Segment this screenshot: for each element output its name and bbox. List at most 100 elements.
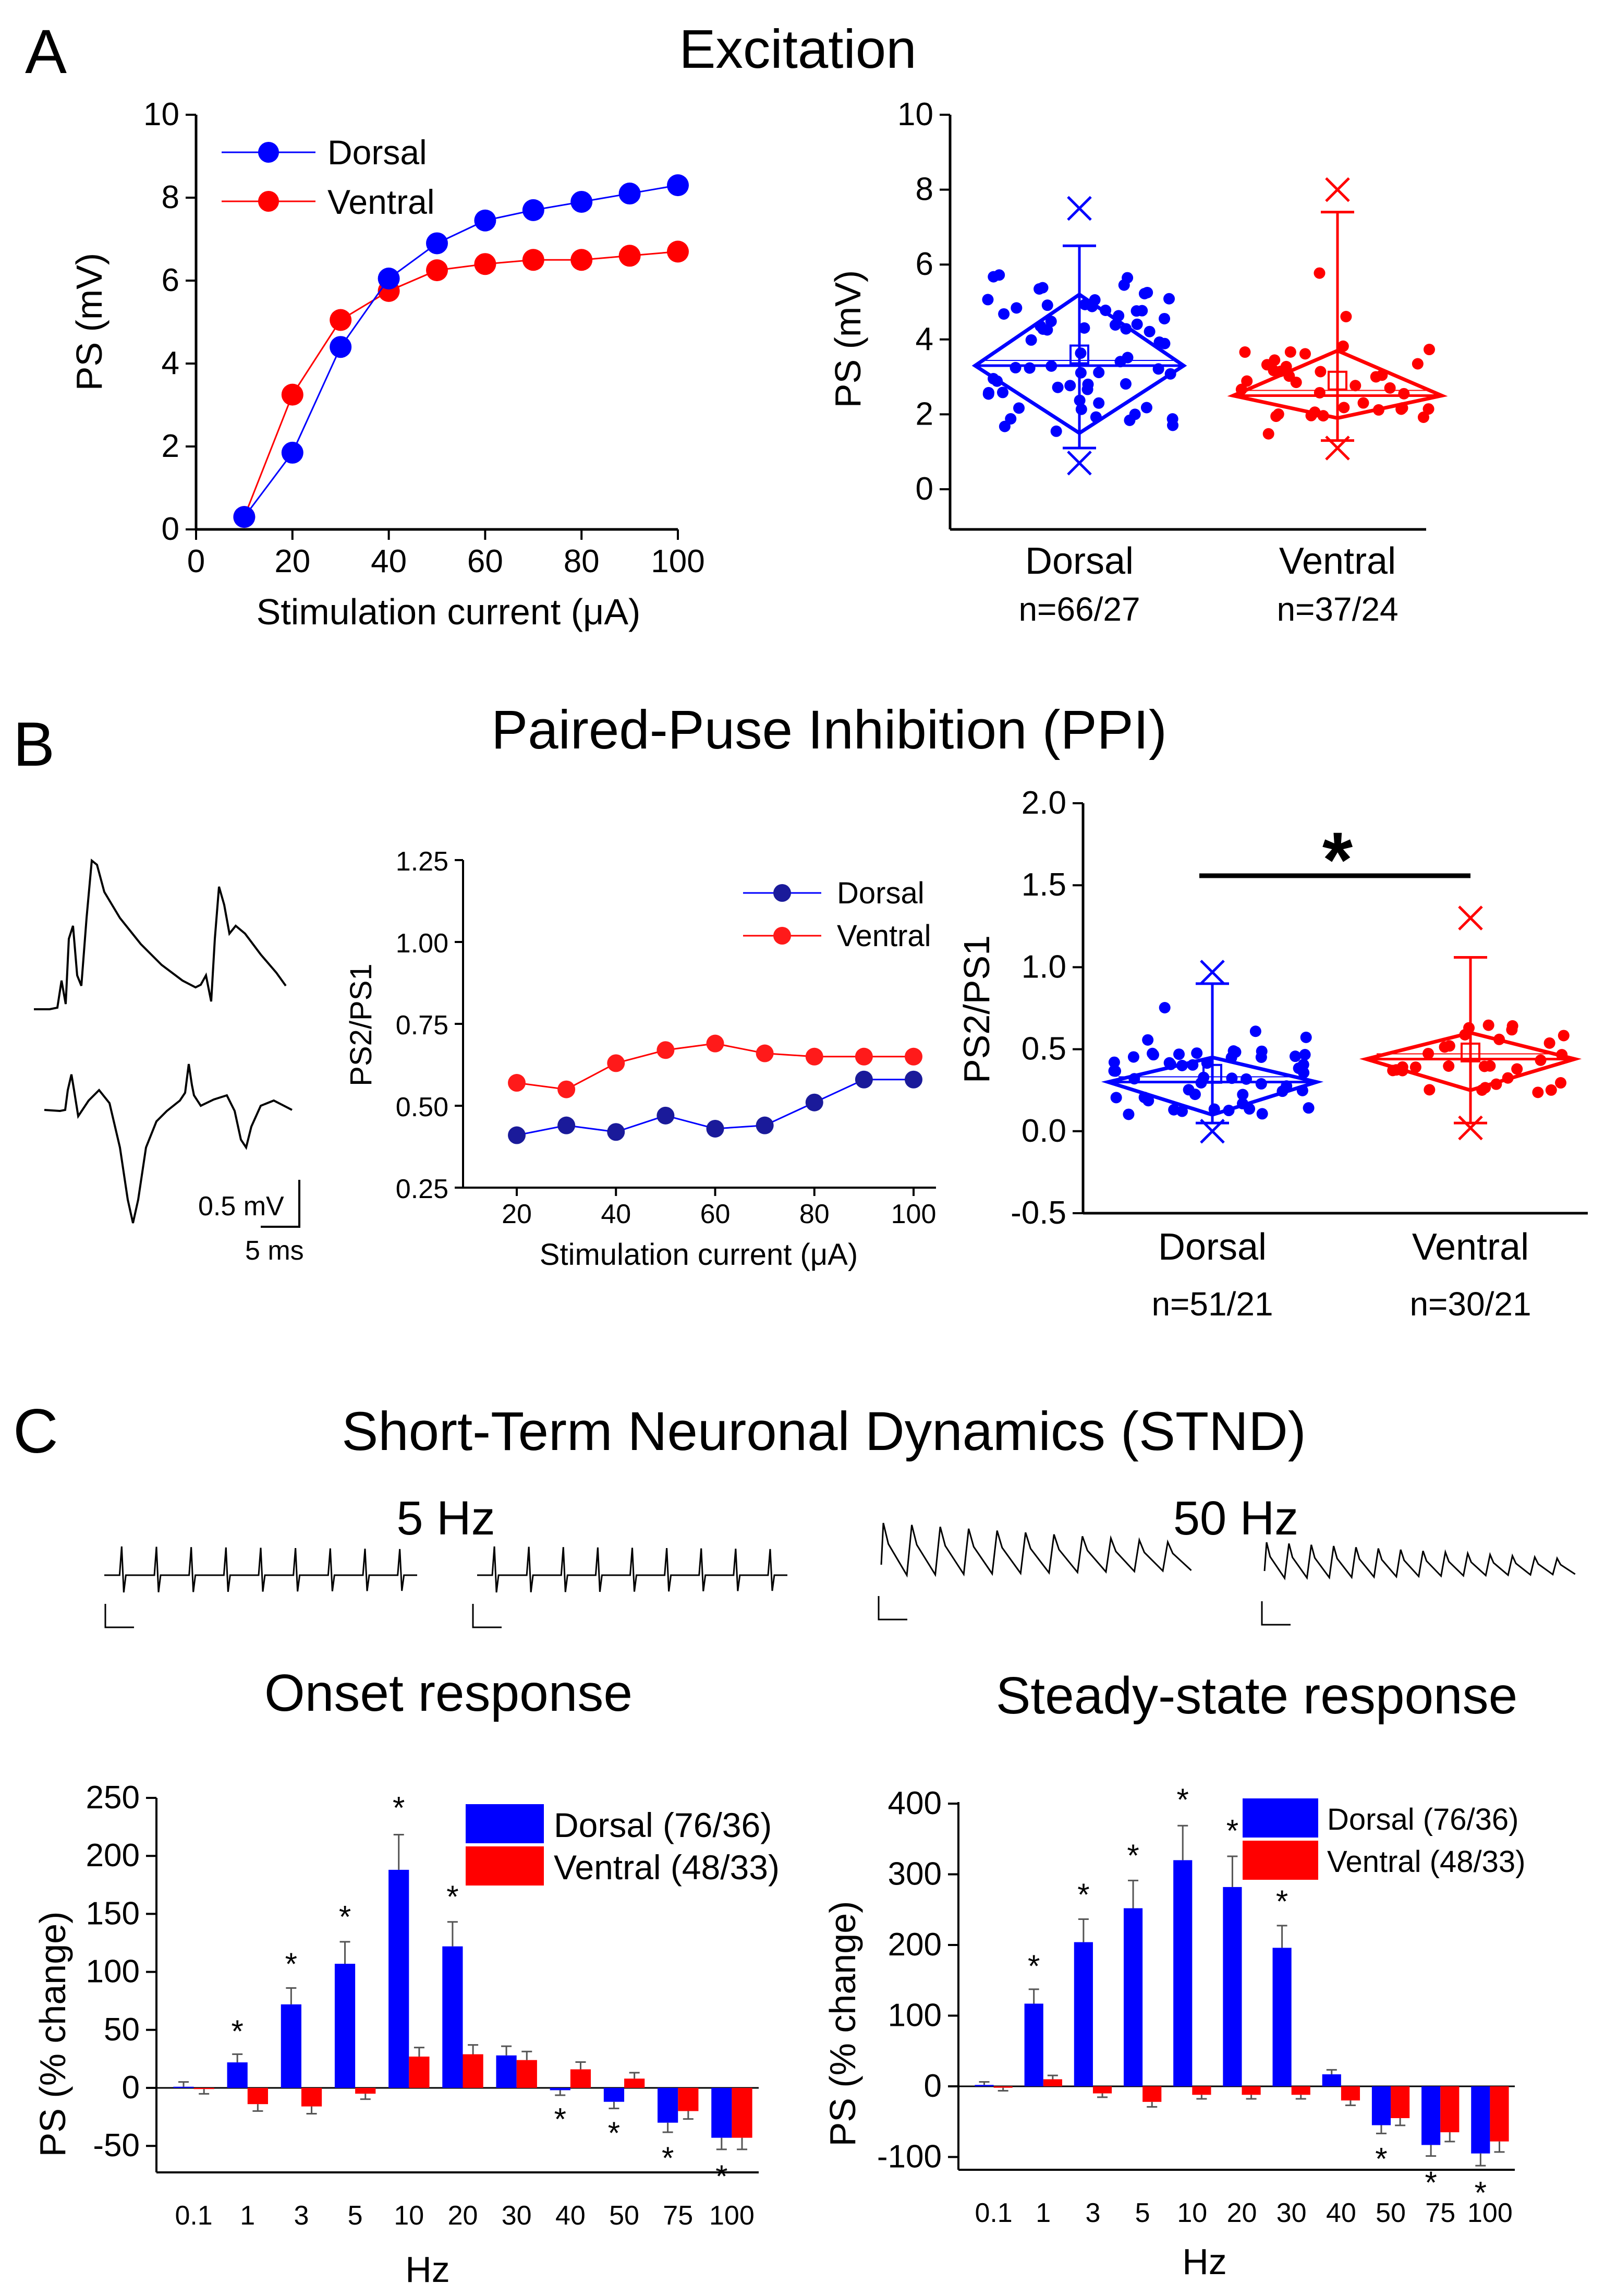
trace-ventral-ppi	[44, 1064, 293, 1224]
y-tick-label: 1.0	[1022, 949, 1066, 985]
group-label-dorsal: Dorsal	[1025, 540, 1134, 582]
data-point-ventral	[667, 240, 689, 263]
data-point-dorsal	[1025, 334, 1037, 346]
data-point-dorsal	[1255, 1078, 1267, 1090]
x-tick-label: 0	[187, 543, 205, 579]
bar-ventral-20	[463, 2054, 483, 2088]
y-tick-label: 0.50	[396, 1092, 448, 1122]
trace-label-50hz: 50 Hz	[1173, 1492, 1298, 1545]
x-tick-label: 75	[1425, 2198, 1455, 2228]
data-point-dorsal	[667, 174, 689, 197]
data-point-dorsal	[1108, 1056, 1120, 1068]
y-tick-label: 2	[916, 396, 933, 432]
n-label-ventral: n=37/24	[1276, 590, 1398, 628]
bar-ventral-100	[1490, 2086, 1509, 2142]
y-tick-label: 50	[104, 2012, 140, 2048]
bar-dorsal-75	[658, 2088, 678, 2123]
data-point-dorsal	[1237, 1089, 1249, 1101]
bar-ventral-10	[409, 2056, 430, 2088]
bar-ventral-40	[570, 2069, 591, 2088]
y-tick-label: 400	[888, 1785, 942, 1821]
bar-dorsal-3	[1074, 1942, 1093, 2086]
min-marker-dorsal	[1200, 1119, 1225, 1144]
x-tick-label: 60	[467, 543, 503, 579]
data-point-dorsal	[1127, 1051, 1139, 1063]
data-point-ventral	[1545, 1084, 1557, 1096]
data-point-ventral	[1284, 346, 1296, 358]
data-point-dorsal	[1138, 288, 1150, 300]
x-axis-label: Stimulation current (μA)	[540, 1238, 858, 1272]
data-point-ventral	[1239, 346, 1251, 358]
significance-star: *	[1322, 816, 1353, 903]
steady-state-bar-chart: -100 0 100 200 300 400 * * * * * * * * * 0.1 1 3 5 10 20 30…	[822, 1782, 1525, 2282]
data-point-ventral	[557, 1080, 576, 1098]
legend-swatch-dorsal	[466, 1804, 544, 1843]
data-point-dorsal	[1123, 1108, 1135, 1120]
data-point-dorsal	[1299, 1049, 1311, 1061]
data-point-ventral	[706, 1034, 724, 1053]
max-marker-ventral	[1458, 905, 1483, 931]
y-tick-label: 1.25	[396, 847, 448, 877]
series-line-ventral	[244, 250, 678, 517]
trace-5hz-ventral	[477, 1546, 787, 1593]
data-point-ventral	[1409, 1061, 1421, 1073]
y-tick-label: 8	[916, 172, 933, 208]
data-point-dorsal	[1093, 397, 1105, 409]
legend: Dorsal (76/36) Ventral (48/33)	[466, 1804, 780, 1887]
legend-marker-ventral	[258, 191, 279, 212]
legend-label-dorsal: Dorsal (76/36)	[1327, 1803, 1518, 1836]
series-line-dorsal	[244, 184, 678, 518]
data-point-ventral	[1558, 1030, 1570, 1042]
data-point-ventral	[1241, 375, 1253, 387]
trace-scale-bar	[878, 1596, 907, 1621]
data-point-ventral	[281, 383, 303, 406]
bar-dorsal-10	[1173, 1860, 1193, 2086]
x-tick-label: 1	[240, 2201, 255, 2231]
y-tick-label: 4	[162, 345, 179, 381]
y-tick-label: 6	[916, 246, 933, 282]
min-marker-ventral	[1325, 436, 1350, 461]
scale-bar	[261, 1180, 300, 1228]
data-point-dorsal	[982, 294, 994, 306]
section-title-ppi: Paired-Puse Inhibition (PPI)	[491, 699, 1167, 760]
y-tick-label: 2	[162, 428, 179, 464]
data-point-dorsal	[1163, 293, 1175, 305]
x-tick-label: 80	[564, 543, 600, 579]
data-point-dorsal	[378, 268, 400, 290]
bar-dorsal-30	[1272, 1948, 1292, 2086]
data-point-ventral	[508, 1074, 526, 1092]
y-tick-label: 10	[897, 96, 933, 132]
data-point-dorsal	[1166, 413, 1178, 425]
panel-letter-b: B	[13, 709, 55, 779]
x-axis-label: Stimulation current (μA)	[257, 591, 641, 632]
data-point-dorsal	[982, 388, 994, 400]
data-point-ventral	[1417, 412, 1429, 424]
bar-dorsal-50	[603, 2088, 625, 2102]
data-point-ventral	[1424, 1084, 1436, 1096]
data-point-ventral	[1299, 348, 1311, 360]
y-tick-label: 4	[916, 321, 933, 357]
significance-star: *	[1276, 1884, 1288, 1919]
data-point-dorsal	[1110, 1065, 1122, 1077]
bar-ventral-5	[1142, 2086, 1162, 2102]
y-axis-label: PS (mV)	[69, 253, 110, 391]
data-point-dorsal	[1037, 323, 1049, 335]
excitation-io-chart: 0 2 4 6 8 10 0 20 40 60 80 100 PS (mV) Stimulation…	[69, 96, 705, 632]
bar-ventral-20	[1242, 2086, 1261, 2095]
data-point-dorsal	[1176, 1105, 1188, 1117]
x-tick-label: 40	[601, 1199, 631, 1229]
bar-ventral-5	[355, 2088, 376, 2094]
bar-ventral-50	[1391, 2086, 1410, 2118]
data-point-ventral	[1280, 360, 1292, 372]
significance-star: *	[1226, 1814, 1238, 1848]
legend-label-ventral: Ventral (48/33)	[554, 1848, 780, 1887]
y-tick-label: 100	[86, 1954, 140, 1990]
significance-star: *	[554, 2101, 566, 2136]
data-point-ventral	[1482, 1019, 1494, 1031]
y-axis-label: PS (% change)	[822, 1901, 863, 2147]
data-point-ventral	[1543, 1037, 1555, 1049]
x-tick-label: 40	[555, 2201, 586, 2231]
y-axis-label: PS (mV)	[828, 270, 868, 408]
legend-label-ventral: Ventral (48/33)	[1327, 1845, 1525, 1879]
data-point-dorsal	[1142, 1034, 1154, 1046]
